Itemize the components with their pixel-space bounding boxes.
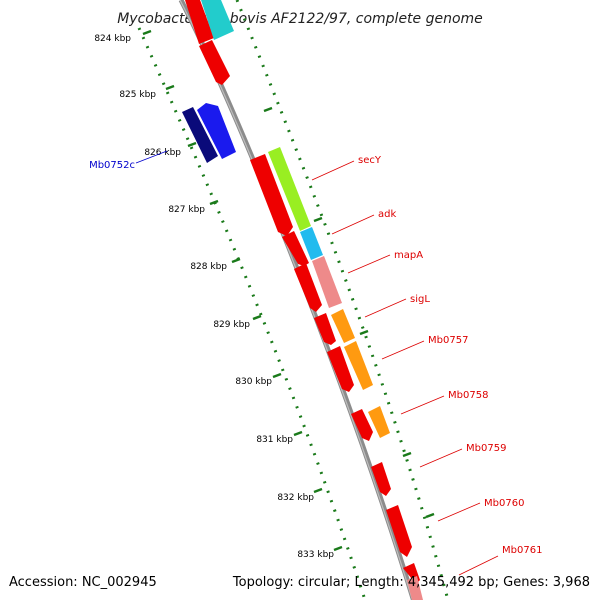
scale-label-829: 829 kbp	[213, 320, 250, 330]
gene-top-red-arrow	[199, 40, 230, 85]
gene-secy-red	[250, 154, 293, 236]
leader-lines	[135, 150, 499, 576]
gene-mapa-red	[294, 263, 322, 312]
gene-mapa	[312, 256, 342, 308]
gene-label-mb0761[interactable]: Mb0761	[502, 545, 542, 556]
scale-label-828: 828 kbp	[190, 262, 227, 272]
gene-label-mb0760[interactable]: Mb0760	[484, 498, 524, 509]
gene-mb0752c-blue	[197, 103, 236, 159]
gene-mb0758	[368, 406, 390, 438]
genome-backbone	[178, 0, 417, 600]
scale-label-827: 827 kbp	[168, 205, 205, 215]
scale-label-830: 830 kbp	[235, 377, 272, 387]
outer-scale-ring	[235, 0, 450, 600]
gene-label-sigl[interactable]: sigL	[410, 294, 430, 305]
gene-label-mb0759[interactable]: Mb0759	[466, 443, 506, 454]
gene-mb0752c-navy	[182, 107, 218, 163]
scale-label-824: 824 kbp	[94, 34, 131, 44]
gene-label-mapa[interactable]: mapA	[394, 250, 423, 261]
gene-mb0757-red	[327, 346, 354, 392]
gene-label-mb0757[interactable]: Mb0757	[428, 335, 468, 346]
gene-mb0759-red	[371, 462, 391, 496]
map-title: Mycobacterium bovis AF2122/97, complete …	[117, 11, 483, 27]
gene-label-adk[interactable]: adk	[378, 209, 396, 220]
gene-secy	[268, 147, 311, 231]
gene-label-mb0752c[interactable]: Mb0752c	[89, 160, 135, 171]
gene-mb0760-red	[386, 505, 412, 557]
gene-bottom-pink-partial	[407, 576, 423, 600]
gene-label-mb0758[interactable]: Mb0758	[448, 390, 488, 401]
inner-scale-ring	[137, 27, 367, 600]
gene-mb0757	[344, 341, 373, 390]
scale-label-831: 831 kbp	[256, 435, 293, 445]
gene-top-cyan-partial	[201, 0, 234, 40]
outer-major-ticks	[263, 106, 435, 519]
scale-label-832: 832 kbp	[277, 493, 314, 503]
accession-text: Accession: NC_002945	[9, 575, 157, 590]
gene-sigl-red	[314, 313, 336, 345]
gene-mb0758-red	[351, 409, 373, 441]
gene-adk-red	[282, 231, 309, 266]
gene-sigl	[331, 309, 355, 343]
gene-label-secy[interactable]: secY	[358, 155, 382, 166]
gene-top-red-partial	[185, 0, 214, 44]
scale-label-825: 825 kbp	[119, 90, 156, 100]
scale-label-833: 833 kbp	[297, 550, 334, 560]
inner-major-ticks	[142, 29, 343, 552]
topology-text: Topology: circular; Length: 4,345,492 bp…	[232, 575, 590, 590]
gene-adk	[300, 227, 323, 260]
